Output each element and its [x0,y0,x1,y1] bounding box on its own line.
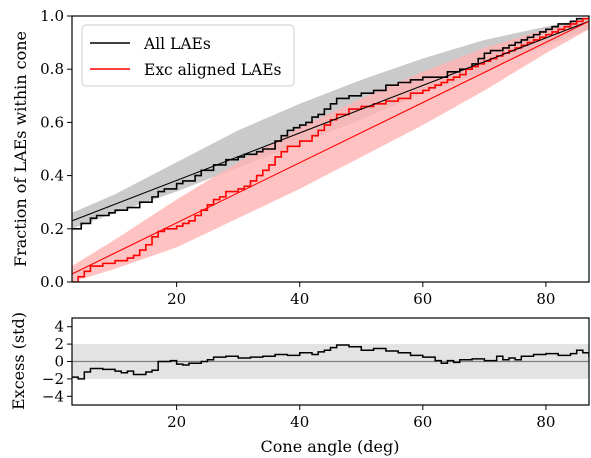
bottom-panel: 20 40 60 80 420−2−4 Excess (std) Cone angle… [9,312,590,456]
top-panel: 20 40 60 80 0.0 0.2 0.4 0.6 0.8 1.0 Fraction of … [11,7,590,308]
y-tick-label: 1.0 [40,7,64,25]
y-tick-label: 0 [54,353,64,371]
step-line-0 [72,16,589,230]
fit-line-2 [72,20,589,222]
excess-step-line [72,344,589,380]
x-tick-label: 60 [413,290,432,308]
x-tick-label: 20 [167,413,186,431]
y-tick-label: 2 [54,335,64,353]
y-tick-label: 0.2 [40,220,64,238]
y-tick-label: −4 [42,387,64,405]
y-tick-label: 0.6 [40,113,64,131]
top-y-axis: 0.0 0.2 0.4 0.6 0.8 1.0 [40,7,72,291]
top-y-axis-label: Fraction of LAEs within cone [11,31,30,267]
fit-line-3 [72,20,589,275]
y-tick-label: −2 [42,370,64,388]
y-tick-label: 4 [54,318,64,336]
excess-lines [72,344,589,380]
x-axis-label: Cone angle (deg) [261,437,400,456]
y-tick-label: 0.0 [40,273,64,291]
legend-label-all-laes: All LAEs [143,35,211,53]
series-lines [72,16,589,282]
top-axes-frame [71,15,590,283]
bottom-y-axis: 420−2−4 [42,318,72,405]
x-tick-label: 40 [290,413,309,431]
y-tick-label: 0.8 [40,60,64,78]
x-tick-label: 80 [536,413,555,431]
top-x-axis: 20 40 60 80 [167,282,555,308]
x-tick-label: 60 [413,413,432,431]
legend: All LAEs Exc aligned LAEs [81,24,295,87]
bottom-y-axis-label: Excess (std) [9,312,28,410]
bottom-x-axis: 20 40 60 80 [167,405,555,431]
x-tick-label: 20 [167,290,186,308]
legend-box [81,24,295,87]
x-tick-label: 80 [536,290,555,308]
x-tick-label: 40 [290,290,309,308]
y-tick-label: 0.4 [40,167,64,185]
legend-label-exc-aligned-laes: Exc aligned LAEs [144,61,282,79]
